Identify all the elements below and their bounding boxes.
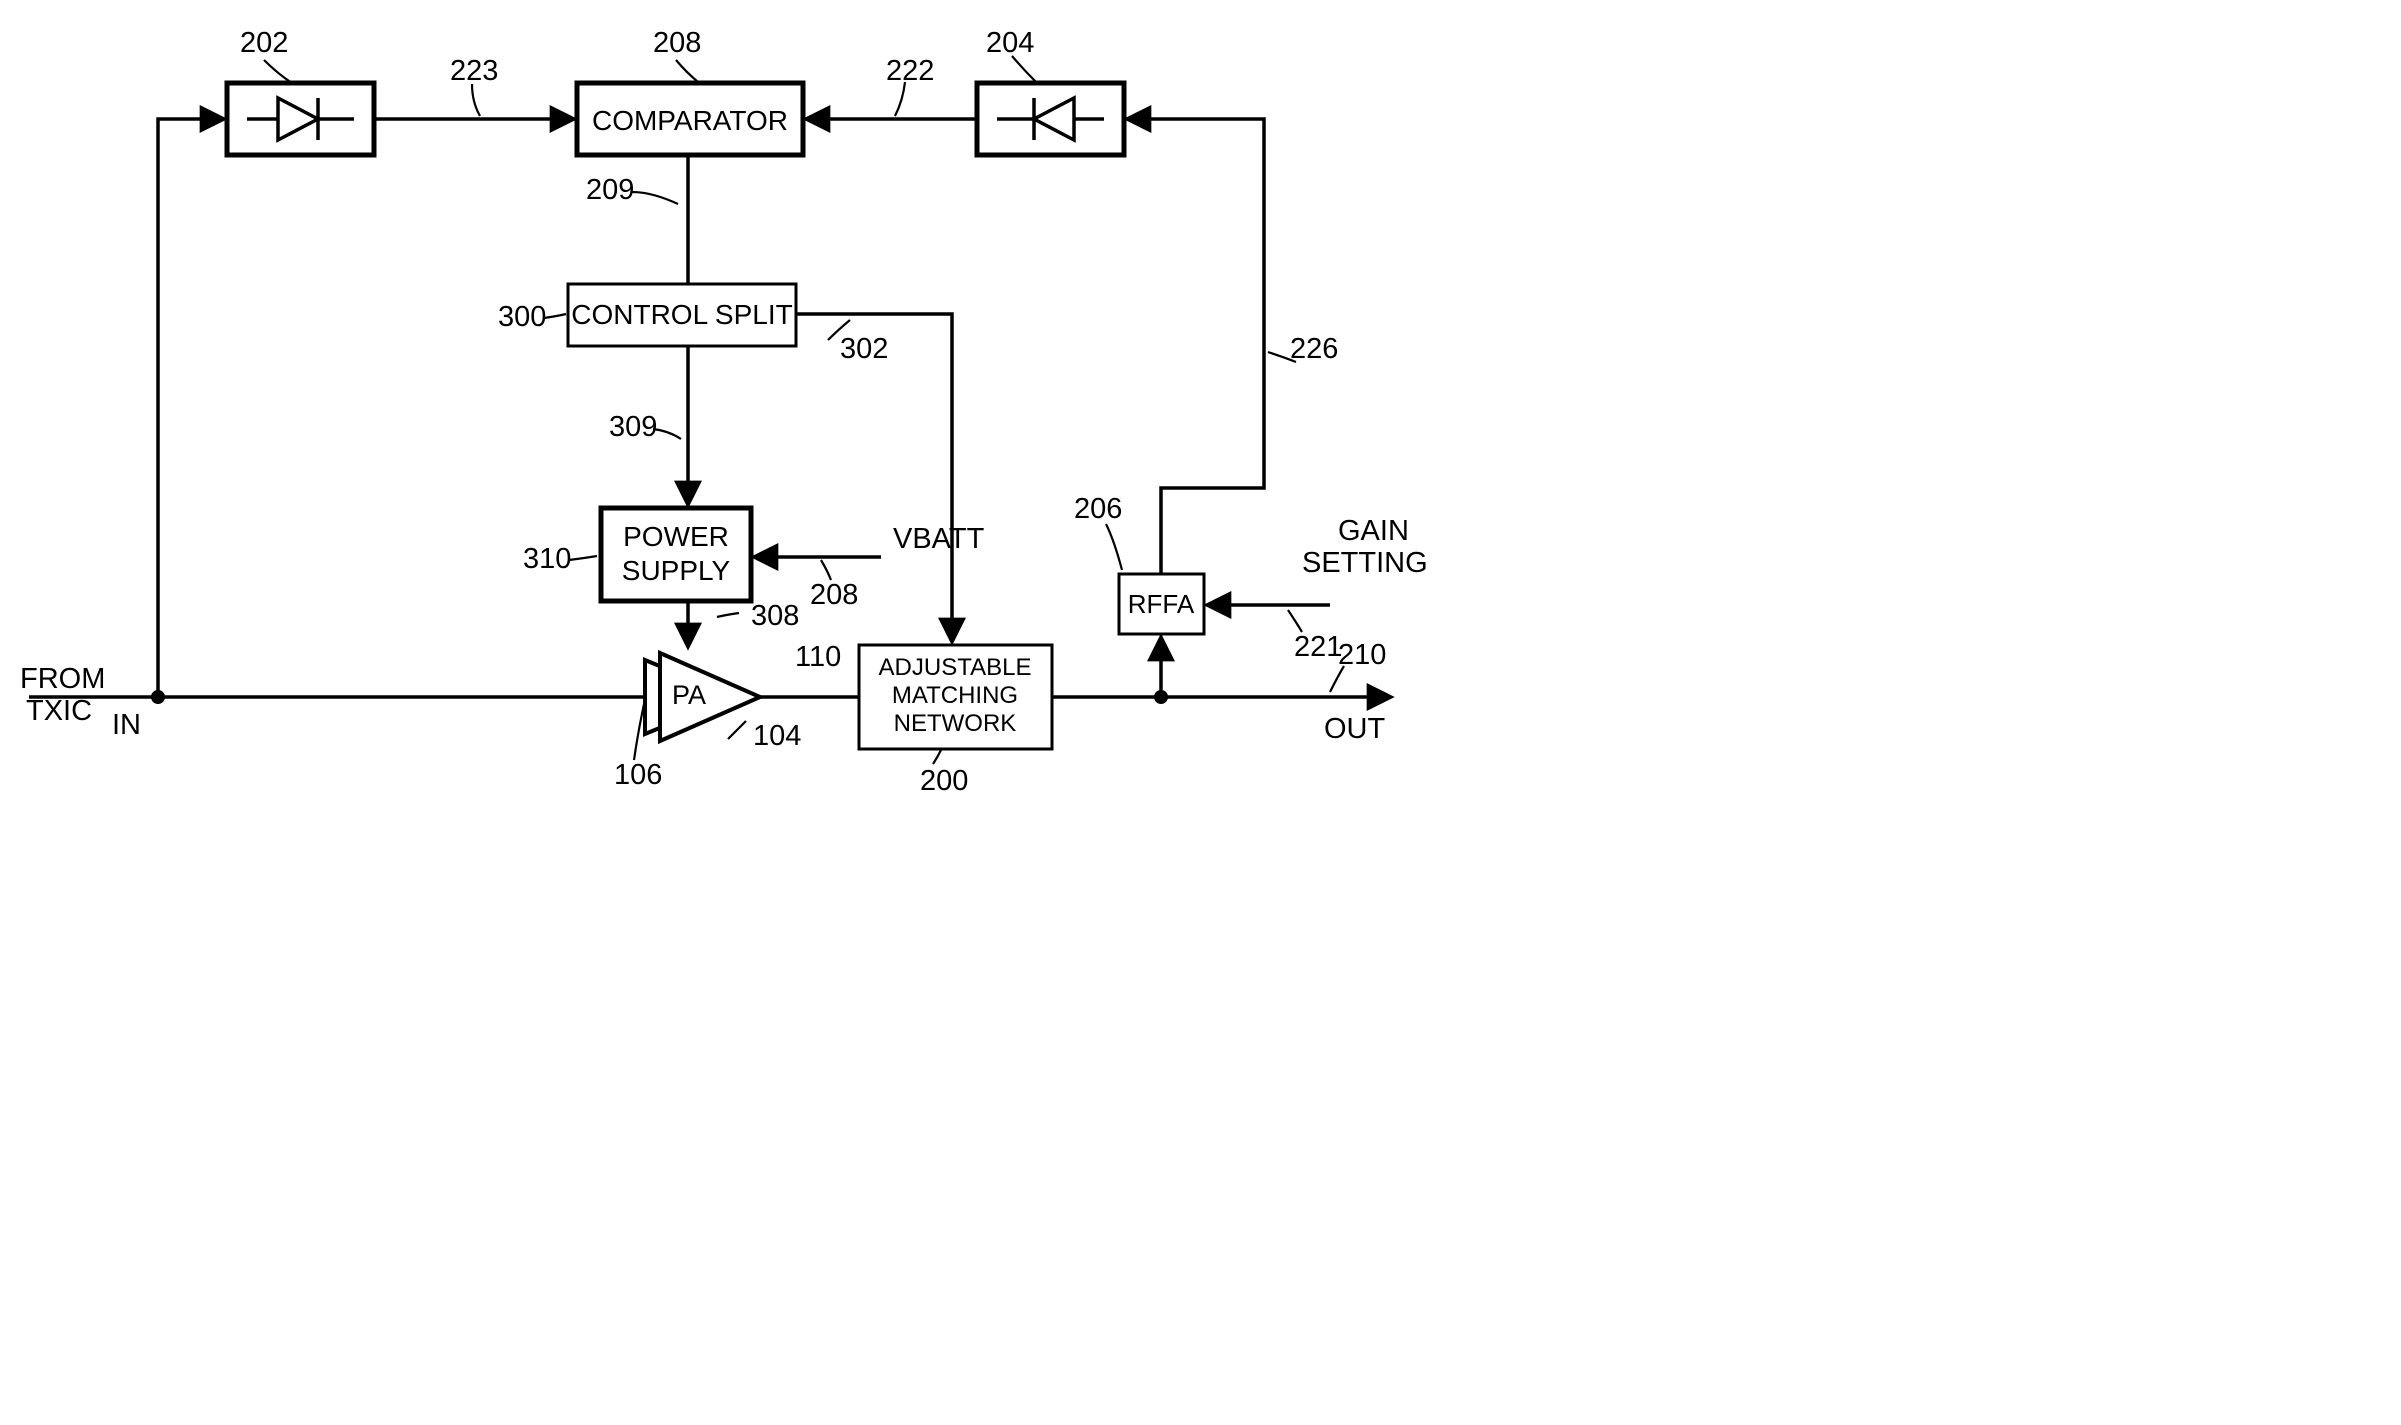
ref-300: 300	[498, 301, 546, 333]
leader-221	[1288, 610, 1302, 632]
ref-209: 209	[586, 174, 634, 206]
block-pa: PA	[645, 653, 760, 741]
comparator-label: COMPARATOR	[592, 105, 788, 136]
power-supply-label-2: SUPPLY	[622, 555, 731, 586]
ref-206: 206	[1074, 493, 1122, 525]
pa-label: PA	[672, 680, 706, 710]
ref-309: 309	[609, 411, 657, 443]
block-diode-202	[227, 83, 374, 155]
ref-208: 208	[653, 27, 701, 59]
leader-106	[634, 704, 644, 760]
leader-223	[472, 84, 480, 116]
ref-308: 308	[751, 600, 799, 632]
block-comparator: COMPARATOR	[577, 83, 803, 155]
block-diode-204	[977, 83, 1124, 155]
leader-208b	[821, 560, 831, 580]
leader-200	[933, 750, 941, 764]
leader-308	[717, 613, 739, 617]
block-control-split: CONTROL SPLIT	[568, 284, 796, 346]
power-supply-label-1: POWER	[623, 521, 729, 552]
wire-in-to-diode-left	[158, 119, 223, 697]
leader-202	[264, 60, 292, 83]
io-vbatt: VBATT	[893, 523, 985, 555]
io-out: OUT	[1324, 713, 1386, 745]
block-diagram: COMPARATOR CONTROL SPLIT POWER SUPPLY PA…	[0, 0, 1454, 839]
ref-302: 302	[840, 333, 888, 365]
ref-208b: 208	[810, 579, 858, 611]
leader-310	[569, 556, 597, 560]
io-from: FROM	[20, 663, 105, 695]
block-power-supply: POWER SUPPLY	[601, 508, 751, 601]
ref-210: 210	[1338, 639, 1386, 671]
ref-200: 200	[920, 765, 968, 797]
control-split-label: CONTROL SPLIT	[571, 299, 792, 330]
ref-110: 110	[795, 641, 841, 673]
io-gain1: GAIN	[1338, 515, 1409, 547]
leader-104	[728, 721, 746, 739]
ref-226: 226	[1290, 333, 1338, 365]
leader-209	[632, 192, 678, 204]
ref-204: 204	[986, 27, 1034, 59]
ref-310: 310	[523, 543, 571, 575]
ref-222: 222	[886, 55, 934, 87]
ref-221: 221	[1294, 631, 1342, 663]
ref-104: 104	[753, 720, 801, 752]
leader-206	[1106, 524, 1122, 570]
leader-300	[544, 314, 566, 318]
matching-label-2: MATCHING	[892, 682, 1018, 709]
io-gain2: SETTING	[1302, 547, 1428, 579]
io-txic: TXIC	[26, 695, 92, 727]
ref-223: 223	[450, 55, 498, 87]
matching-label-3: NETWORK	[894, 710, 1017, 737]
block-matching-network: ADJUSTABLE MATCHING NETWORK	[859, 645, 1052, 749]
io-in: IN	[112, 709, 141, 741]
ref-202: 202	[240, 27, 288, 59]
leader-204	[1012, 56, 1036, 82]
leader-222	[895, 82, 905, 116]
ref-106: 106	[614, 759, 662, 791]
block-rffa: RFFA	[1119, 574, 1204, 634]
matching-label-1: ADJUSTABLE	[879, 654, 1032, 681]
leader-208	[676, 60, 698, 82]
wire-226	[1128, 119, 1264, 574]
rffa-label: RFFA	[1128, 589, 1195, 619]
